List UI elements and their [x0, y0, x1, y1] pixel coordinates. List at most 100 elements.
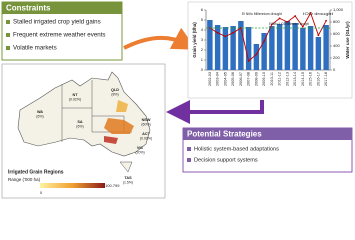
legend-title: Irrigated Grain Regions: [8, 169, 64, 175]
y-tick-label: 6: [201, 7, 204, 12]
point: [317, 34, 320, 37]
point: [270, 23, 273, 26]
legend-scale: [40, 183, 105, 188]
legend-subtitle: Range ('000 ha): [8, 177, 41, 182]
constraint-item: Volatile markets: [13, 45, 57, 52]
graphical-abstract: Constraints Stalled irrigated crop yield…: [1, 1, 353, 199]
strategies-title: Potential Strategies: [187, 130, 262, 139]
y2-tick-label: 0: [333, 67, 336, 72]
x-tick-label: 2013-14: [293, 72, 297, 86]
x-tick-label: 2002-03: [208, 72, 212, 86]
water-line: [209, 11, 327, 62]
grain-region: [116, 100, 128, 112]
bar: [323, 25, 329, 70]
bar: [222, 27, 229, 70]
y-tick-label: 1: [201, 57, 204, 62]
y2-tick-label: 200: [333, 55, 340, 60]
bar: [214, 25, 221, 70]
axes: [205, 10, 331, 71]
point: [263, 40, 266, 43]
point: [325, 19, 328, 22]
strategy-item: Holistic system-based adaptations: [194, 146, 279, 152]
grain-region: [104, 118, 134, 134]
bar: [307, 26, 314, 70]
y2-tick-label: 600: [333, 31, 340, 36]
constraints-header: [2, 2, 122, 14]
point: [294, 15, 297, 17]
y-axis-label: Grain yield (t/ha): [192, 22, 197, 58]
australia: [17, 71, 151, 157]
bar: [269, 26, 275, 70]
grain-region: [104, 136, 118, 144]
x-tick-label: 2014-15: [301, 72, 305, 86]
constraint-item: Frequent extreme weather events: [13, 32, 106, 39]
region-label: NSW: [142, 118, 151, 122]
region-share: (8%): [111, 92, 118, 96]
point: [216, 31, 219, 34]
point: [255, 53, 258, 56]
bullet: [187, 158, 191, 162]
legend-min: 0: [40, 190, 43, 195]
point: [232, 31, 235, 34]
region-share: (0.02%): [140, 136, 152, 140]
bar: [238, 21, 244, 70]
y2-tick-label: 400: [333, 43, 340, 48]
region-share: (0.02%): [69, 97, 81, 101]
bar: [315, 37, 322, 70]
x-tick-label: 2005-06: [231, 72, 235, 86]
strategies-header: [183, 128, 352, 140]
bar: [261, 33, 267, 70]
x-tick-label: 2011-12: [278, 72, 282, 86]
region-label: QLD: [111, 88, 119, 92]
region-share: (6%): [76, 124, 83, 128]
region-share: (60%): [141, 122, 150, 126]
arrow: [123, 27, 197, 50]
point: [224, 35, 227, 38]
bar: [284, 21, 291, 70]
y-tick-label: 3: [201, 37, 204, 42]
region-label: ACT: [142, 132, 150, 136]
annotation: IOD drought: [303, 12, 333, 16]
region-label: TAS: [124, 176, 132, 180]
point: [286, 21, 289, 23]
y2-tick-label: 1,000: [333, 7, 344, 12]
strategy-item: Decision support systems: [194, 157, 258, 163]
constraint-item: Stalled irrigated crop yield gains: [13, 19, 101, 26]
x-tick-label: 2016-17: [316, 72, 320, 86]
region-label: NT: [72, 93, 78, 97]
bullet: [6, 33, 10, 37]
bar: [230, 26, 236, 70]
y-tick-label: 0: [201, 67, 204, 72]
bar: [292, 23, 298, 70]
page: Constraints Stalled irrigated crop yield…: [1, 1, 353, 199]
region-share: (20%): [135, 150, 144, 154]
x-tick-label: 2004-05: [223, 72, 227, 86]
state-borders: [61, 80, 132, 142]
constraints-title: Constraints: [6, 4, 51, 13]
y2-axis-label: Water use (GL/yr): [345, 21, 350, 59]
x-tick-label: 2007-08: [247, 72, 251, 86]
x-tick-label: 2017-18: [324, 72, 328, 86]
x-tick-label: 2015-16: [309, 72, 313, 86]
y-tick-label: 4: [201, 27, 204, 32]
point: [309, 12, 312, 14]
x-tick-label: 2010-11: [270, 72, 274, 86]
bar: [276, 24, 283, 70]
bar: [207, 20, 213, 70]
x-tick-label: 2009-10: [262, 72, 266, 86]
bar: [300, 28, 306, 70]
tasmania: [119, 161, 133, 173]
x-tick-label: 2003-04: [216, 72, 220, 86]
legend-max: 100.799: [105, 183, 120, 188]
x-tick-label: 2006-07: [239, 72, 243, 86]
arrow: [166, 100, 264, 124]
point: [278, 17, 281, 20]
region-share: (1.5%): [123, 180, 133, 184]
x-tick-label: 2008-09: [254, 72, 258, 86]
annotation: El Niño & IOD Millennium drought: [269, 22, 309, 26]
region-label: VIC: [137, 146, 144, 150]
point: [247, 60, 250, 62]
region-share: (6%): [36, 114, 43, 118]
y2-tick-label: 800: [333, 19, 340, 24]
region-label: SA: [77, 120, 83, 124]
